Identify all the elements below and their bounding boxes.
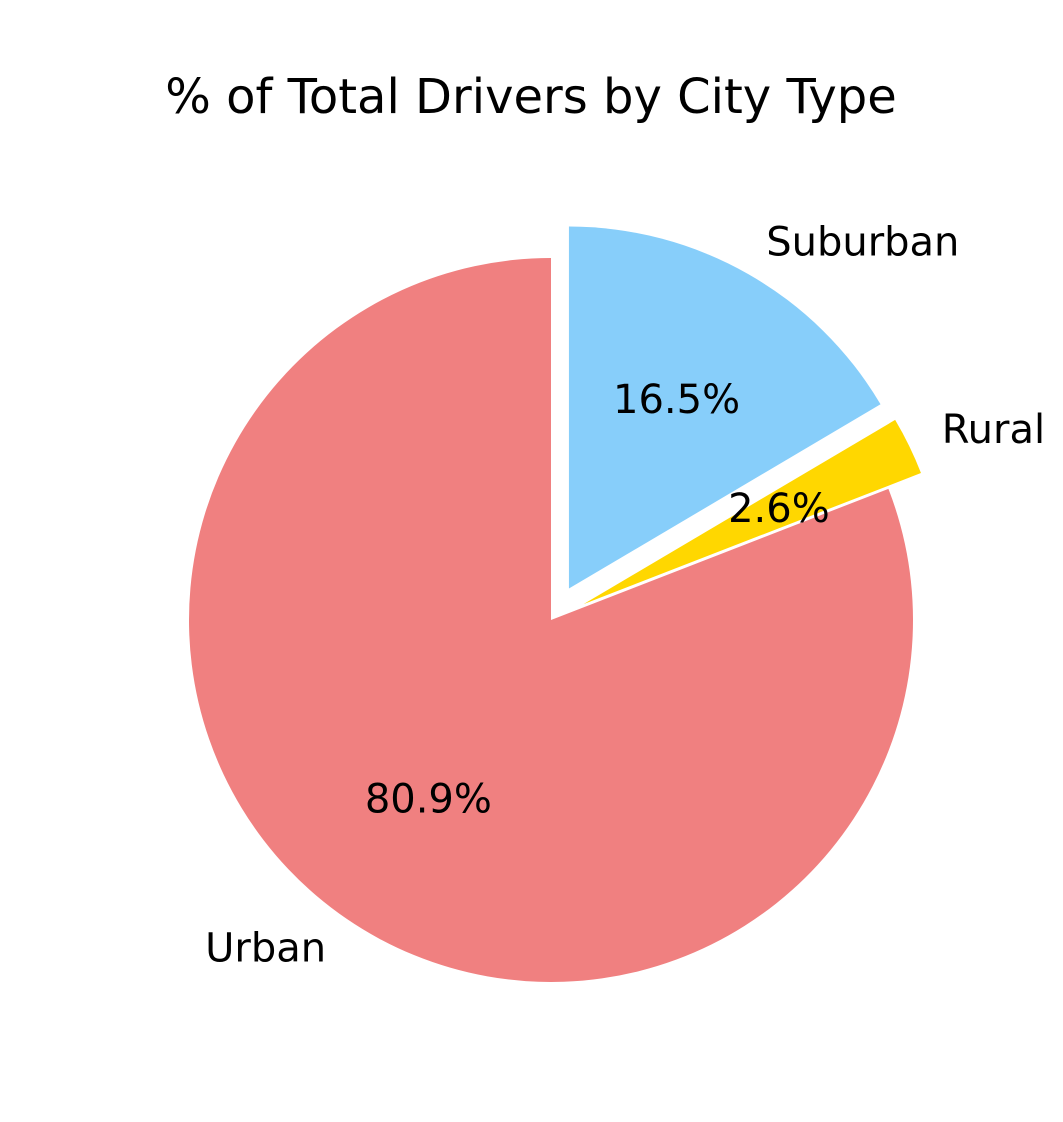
chart-title: % of Total Drivers by City Type [165,69,896,125]
pie-slice-rural [583,419,921,605]
pie-slice-urban [189,258,913,983]
slice-percent-suburban: 16.5% [613,377,740,423]
pie-slices [189,226,921,983]
slice-label-suburban: Suburban [766,220,959,266]
slice-percent-urban: 80.9% [365,776,492,822]
slice-label-urban: Urban [205,926,326,972]
pie-labels: Urban 80.9% Rural 2.6% Suburban 16.5% [205,220,1045,972]
pie-slice-suburban [568,226,881,589]
slice-label-rural: Rural [942,407,1045,453]
slice-percent-rural: 2.6% [728,486,830,532]
